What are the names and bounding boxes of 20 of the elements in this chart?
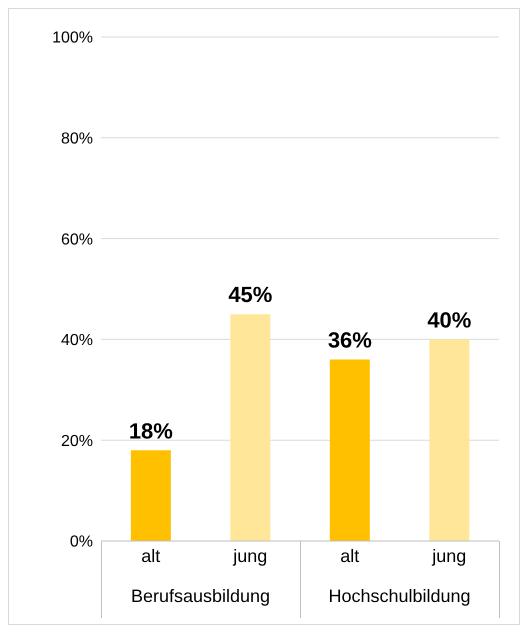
x-tick-label: alt xyxy=(340,546,360,566)
x-tick-label: jung xyxy=(431,546,466,566)
bar xyxy=(130,450,171,541)
data-label: 40% xyxy=(427,307,472,332)
y-tick-label: 100% xyxy=(52,30,93,47)
data-label: 36% xyxy=(328,328,372,353)
y-tick-label: 60% xyxy=(60,231,93,248)
data-label: 18% xyxy=(128,418,173,444)
x-tick-label: alt xyxy=(141,546,160,566)
y-tick-label: 40% xyxy=(60,332,93,350)
y-tick-label: 20% xyxy=(60,432,93,450)
bar xyxy=(330,360,370,541)
data-label: 45% xyxy=(228,282,272,308)
text: Berufsausbildung xyxy=(130,586,272,607)
bar xyxy=(230,314,270,541)
x-tick-label: jung xyxy=(232,546,268,566)
bar xyxy=(429,339,470,541)
y-tick-label: 80% xyxy=(60,130,93,148)
text: Hochschulbildung xyxy=(327,586,472,607)
y-tick-label: 0% xyxy=(70,534,93,551)
